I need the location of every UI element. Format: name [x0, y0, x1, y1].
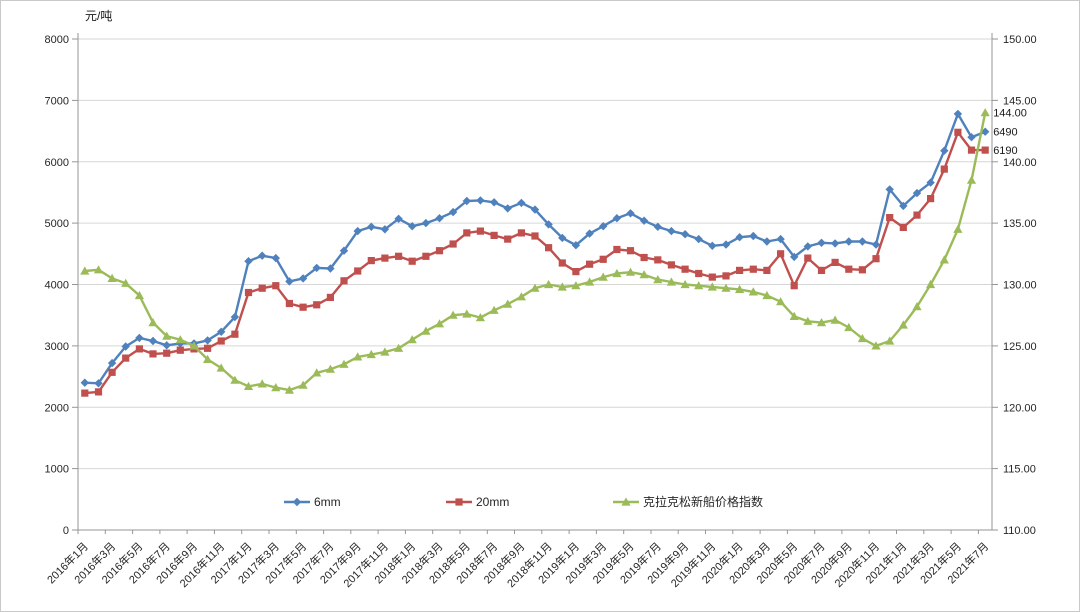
svg-text:6mm: 6mm	[314, 495, 341, 509]
svg-text:6190: 6190	[993, 145, 1017, 157]
svg-text:5000: 5000	[45, 218, 69, 230]
left-axis-labels: 0 1000 2000 3000 4000 5000 6000 7000 8000	[45, 34, 69, 537]
axes	[72, 33, 998, 534]
svg-text:6490: 6490	[993, 127, 1017, 139]
svg-text:8000: 8000	[45, 34, 69, 46]
x-axis-labels: 2016年1月2016年3月2016年5月2016年7月2016年9月2016年…	[44, 539, 991, 590]
svg-text:110.00: 110.00	[1003, 525, 1036, 537]
series-end-labels: 144.00 6490 6190	[993, 108, 1027, 157]
svg-text:135.00: 135.00	[1003, 218, 1037, 230]
series-6mm	[80, 109, 990, 388]
svg-text:120.00: 120.00	[1003, 402, 1037, 414]
svg-text:125.00: 125.00	[1003, 341, 1037, 353]
legend-item-20mm: 20mm	[446, 495, 509, 509]
svg-text:140.00: 140.00	[1003, 157, 1037, 169]
right-axis-labels: 110.00 115.00 120.00 125.00 130.00 135.00 140.…	[1003, 34, 1037, 537]
chart-legend: 6mm 20mm 克拉克松新船价格指数	[284, 494, 763, 509]
left-axis-title: 元/吨	[85, 9, 113, 23]
legend-item-6mm: 6mm	[284, 495, 341, 509]
legend-item-克拉克松新船价格指数: 克拉克松新船价格指数	[613, 494, 763, 509]
svg-text:克拉克松新船价格指数: 克拉克松新船价格指数	[643, 494, 763, 509]
svg-text:6000: 6000	[45, 157, 69, 169]
svg-text:115.00: 115.00	[1003, 464, 1036, 476]
svg-text:7000: 7000	[45, 95, 69, 107]
series-克拉克松新船价格指数	[80, 108, 990, 394]
svg-text:150.00: 150.00	[1003, 34, 1037, 46]
series-20mm	[81, 128, 989, 397]
svg-text:144.00: 144.00	[993, 108, 1027, 120]
svg-text:145.00: 145.00	[1003, 95, 1037, 107]
svg-text:20mm: 20mm	[476, 495, 509, 509]
svg-text:0: 0	[63, 525, 69, 537]
svg-text:1000: 1000	[45, 464, 69, 476]
svg-text:4000: 4000	[45, 280, 69, 292]
gridlines	[78, 38, 992, 470]
svg-text:3000: 3000	[45, 341, 69, 353]
svg-text:2000: 2000	[45, 402, 69, 414]
svg-text:130.00: 130.00	[1003, 280, 1037, 292]
